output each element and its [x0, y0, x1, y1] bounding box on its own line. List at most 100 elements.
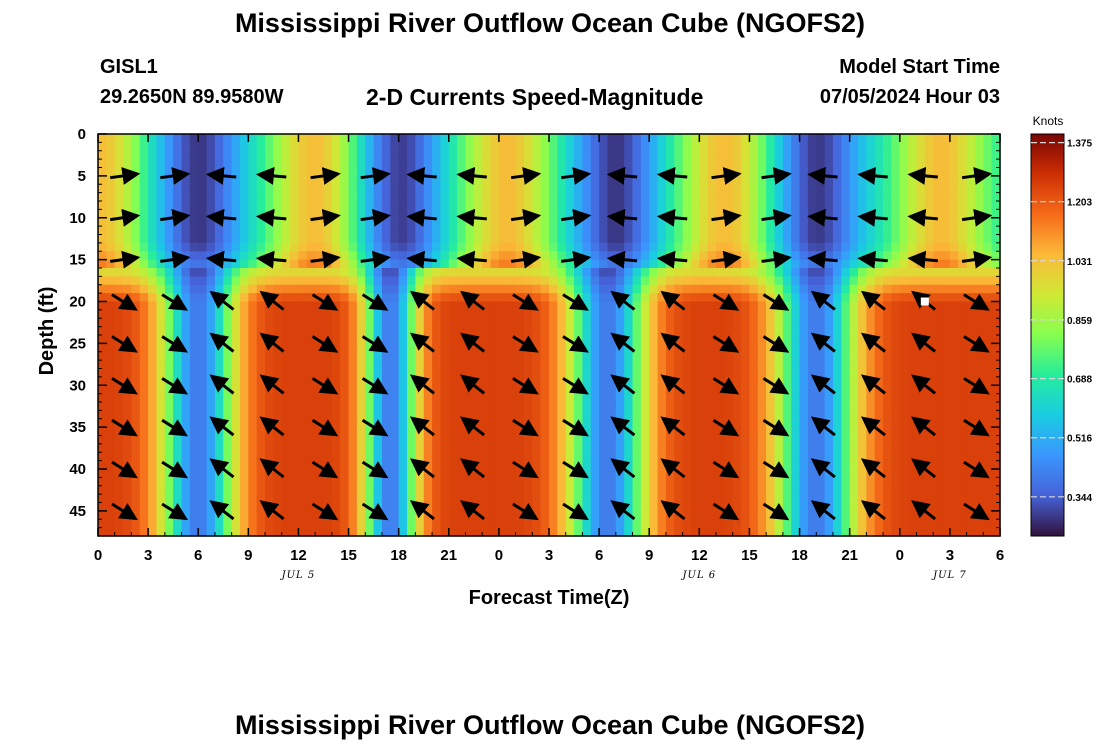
heatmap-cell — [866, 452, 876, 462]
heatmap-cell — [473, 519, 483, 529]
heatmap-cell — [340, 309, 350, 319]
heatmap-cell — [916, 326, 926, 336]
heatmap-cell — [866, 226, 876, 236]
heatmap-cell — [657, 510, 667, 520]
heatmap-cell — [373, 217, 383, 227]
heatmap-cell — [490, 469, 500, 478]
heatmap-cell — [632, 276, 642, 286]
heatmap-cell — [540, 510, 550, 520]
heatmap-cell — [198, 510, 208, 520]
heatmap-cell — [465, 385, 475, 395]
heatmap-cell — [582, 485, 592, 495]
heatmap-cell — [256, 201, 266, 210]
heatmap-cell — [356, 150, 366, 160]
heatmap-cell — [866, 477, 876, 487]
heatmap-cell — [582, 226, 592, 236]
heatmap-cell — [306, 360, 316, 370]
heatmap-cell — [473, 167, 483, 177]
heatmap-cell — [315, 259, 325, 269]
heatmap-cell — [557, 201, 567, 210]
heatmap-cell — [256, 368, 266, 378]
heatmap-cell — [432, 418, 442, 428]
heatmap-cell — [331, 192, 341, 202]
heatmap-cell — [799, 527, 809, 537]
heatmap-cell — [390, 251, 400, 261]
heatmap-cell — [782, 309, 792, 319]
heatmap-cell — [640, 167, 650, 177]
heatmap-cell — [682, 259, 692, 269]
heatmap-cell — [290, 368, 300, 378]
heatmap-cell — [248, 293, 258, 303]
heatmap-cell — [448, 376, 458, 386]
heatmap-cell — [206, 318, 216, 328]
heatmap-cell — [123, 435, 133, 445]
heatmap-cell — [724, 351, 734, 361]
heatmap-cell — [457, 259, 467, 269]
heatmap-cell — [407, 510, 416, 520]
heatmap-cell — [248, 393, 258, 403]
heatmap-cell — [866, 268, 876, 277]
heatmap-cell — [933, 192, 943, 202]
heatmap-cell — [549, 318, 558, 328]
heatmap-cell — [306, 477, 316, 487]
heatmap-cell — [665, 519, 675, 529]
heatmap-cell — [649, 184, 659, 194]
heatmap-cell — [148, 201, 158, 210]
heatmap-cell — [657, 134, 667, 143]
heatmap-cell — [649, 159, 659, 169]
heatmap-cell — [156, 393, 166, 403]
heatmap-cell — [816, 368, 826, 378]
heatmap-cell — [899, 477, 909, 487]
heatmap-cell — [173, 242, 183, 252]
heatmap-cell — [849, 259, 859, 269]
heatmap-cell — [415, 510, 425, 520]
heatmap-cell — [958, 284, 968, 294]
heatmap-cell — [256, 268, 266, 277]
heatmap-cell — [807, 326, 817, 336]
heatmap-cell — [732, 460, 742, 470]
heatmap-cell — [832, 427, 842, 437]
heatmap-cell — [273, 284, 283, 294]
heatmap-cell — [757, 335, 767, 344]
heatmap-cell — [398, 360, 408, 370]
heatmap-cell — [189, 326, 199, 336]
heatmap-cell — [189, 226, 199, 236]
heatmap-cell — [624, 368, 634, 378]
heatmap-cell — [774, 477, 784, 487]
heatmap-cell — [949, 251, 959, 261]
heatmap-cell — [498, 284, 508, 294]
heatmap-cell — [916, 402, 926, 411]
heatmap-cell — [189, 435, 199, 445]
heatmap-cell — [941, 402, 951, 411]
heatmap-cell — [858, 201, 867, 210]
heatmap-cell — [824, 159, 834, 169]
heatmap-cell — [448, 184, 458, 194]
heatmap-cell — [565, 142, 575, 152]
heatmap-cell — [106, 192, 116, 202]
heatmap-cell — [791, 393, 801, 403]
heatmap-cell — [323, 142, 333, 152]
heatmap-cell — [198, 234, 208, 244]
heatmap-cell — [665, 477, 675, 487]
heatmap-cell — [231, 376, 241, 386]
heatmap-cell — [390, 418, 400, 428]
heatmap-cell — [290, 226, 300, 236]
heatmap-cell — [206, 510, 216, 520]
heatmap-cell — [699, 175, 709, 185]
heatmap-cell — [849, 150, 859, 160]
heatmap-cell — [432, 201, 442, 210]
heatmap-cell — [832, 150, 842, 160]
heatmap-cell — [841, 418, 851, 428]
heatmap-cell — [515, 276, 525, 286]
heatmap-cell — [874, 351, 884, 361]
heatmap-cell — [924, 192, 934, 202]
heatmap-cell — [490, 226, 500, 236]
heatmap-cell — [173, 234, 183, 244]
heatmap-cell — [423, 326, 433, 336]
heatmap-cell — [139, 368, 149, 378]
heatmap-cell — [523, 435, 533, 445]
heatmap-cell — [498, 443, 508, 453]
heatmap-cell — [515, 469, 525, 478]
heatmap-cell — [532, 284, 542, 294]
heatmap-cell — [340, 485, 350, 495]
